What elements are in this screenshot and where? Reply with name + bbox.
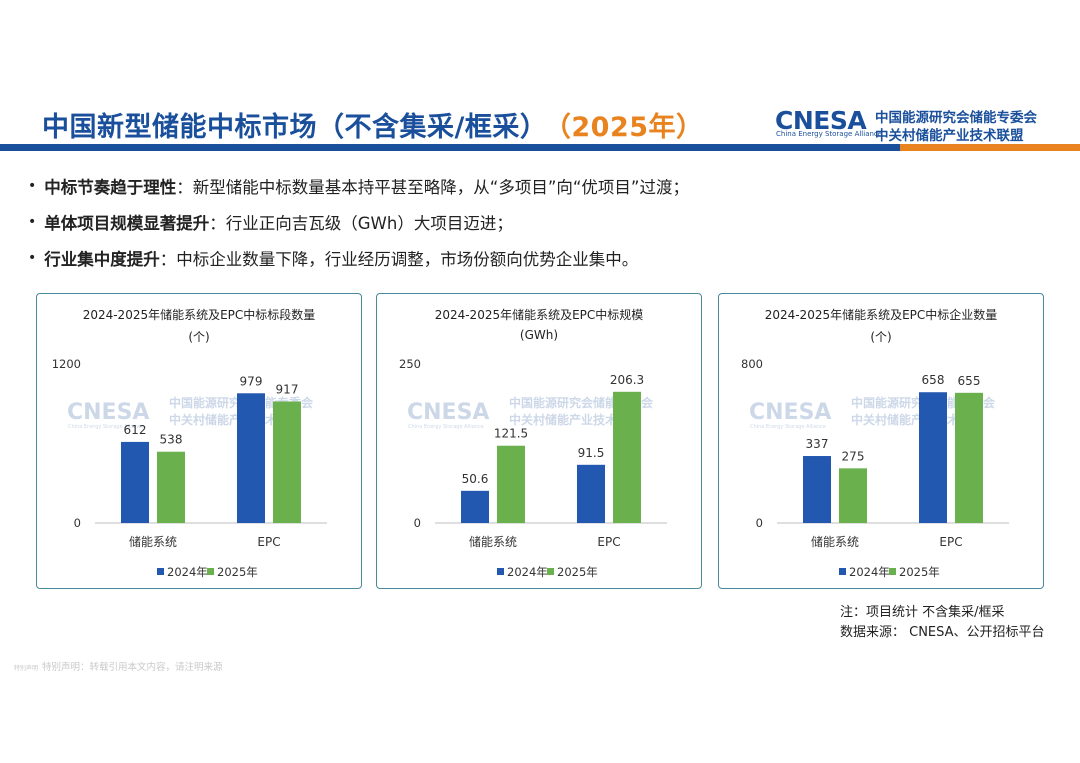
data-label: 917 [276, 382, 299, 396]
chart-unit: (个) [188, 330, 210, 344]
key-point: • 行业集中度提升 ：中标企业数量下降，行业经历调整，市场份额向优势企业集中。 [28, 240, 689, 276]
chart-title: 2024-2025年储能系统及EPC中标标段数量 [82, 308, 316, 322]
logo-org-line2: 中关村储能产业技术联盟 [875, 128, 1024, 144]
x-tick-label: 储能系统 [129, 534, 177, 549]
bar [121, 441, 149, 523]
legend-label: 2024年 [507, 565, 548, 579]
x-tick-label: EPC [939, 535, 962, 549]
legend-swatch [547, 568, 554, 575]
key-point-head: 单体项目规模显著提升 [44, 214, 210, 233]
data-label: 206.3 [610, 373, 644, 387]
bar [577, 464, 605, 523]
chart-panel-company-count: 2024-2025年储能系统及EPC中标企业数量 (个) CNESA China … [718, 293, 1044, 589]
disclaimer-text: 特别声明：转载引用本文内容，请注明来源 [42, 662, 223, 673]
chart-unit: (个) [870, 330, 892, 344]
bar [497, 445, 525, 523]
source-note: 注：项目统计 不含集采/框采 数据来源： CNESA、公开招标平台 [840, 603, 1045, 643]
bar [273, 401, 301, 523]
data-label: 979 [240, 374, 263, 388]
data-label: 655 [958, 374, 981, 388]
bar [461, 490, 489, 523]
bar [237, 393, 265, 523]
key-point: • 单体项目规模显著提升 ：行业正向吉瓦级（GWh）大项目迈进； [28, 204, 689, 240]
data-label: 275 [842, 449, 865, 463]
legend-swatch [497, 568, 504, 575]
chart-title: 2024-2025年储能系统及EPC中标企业数量 [764, 308, 998, 322]
chart-title: 2024-2025年储能系统及EPC中标规模 [434, 308, 644, 322]
bar [839, 468, 867, 523]
y-tick-label: 0 [74, 516, 81, 530]
legend-label: 2024年 [849, 565, 890, 579]
watermark-mark-sub: China Energy Storage Alliance [408, 424, 484, 430]
y-tick-label: 800 [741, 357, 763, 371]
data-label: 612 [124, 423, 147, 437]
watermark-mark: CNESA [749, 400, 831, 425]
y-tick-label: 250 [399, 357, 421, 371]
logo-mark-sub: China Energy Storage Alliance [776, 130, 883, 138]
legend-swatch [889, 568, 896, 575]
watermark-mark-sub: China Energy Storage Alliance [68, 424, 144, 430]
y-tick-label: 0 [414, 516, 421, 530]
x-tick-label: 储能系统 [469, 534, 517, 549]
chart-unit: (GWh) [519, 328, 559, 342]
x-tick-label: EPC [597, 535, 620, 549]
key-points: • 中标节奏趋于理性 ：新型储能中标数量基本持平甚至略降，从“多项目”向“优项目”过… [28, 168, 689, 276]
watermark-mark: CNESA [407, 400, 489, 425]
watermark-line2: 中关村储能产业技术联盟 [851, 412, 983, 427]
bullet-dot-icon: • [28, 214, 37, 230]
bar [613, 391, 641, 523]
title-year: （2025年） [557, 112, 704, 143]
legend-label: 2025年 [217, 565, 258, 579]
bar [157, 451, 185, 523]
key-point-text: ：行业正向吉瓦级（GWh）大项目迈进； [209, 214, 513, 233]
bullet-dot-icon: • [28, 250, 37, 266]
bar [803, 456, 831, 523]
x-tick-label: 储能系统 [811, 534, 859, 549]
source-line: 数据来源： CNESA、公开招标平台 [840, 625, 1045, 640]
note-line: 注：项目统计 不含集采/框采 [840, 605, 1005, 620]
data-label: 91.5 [578, 446, 605, 460]
y-tick-label: 1200 [52, 357, 81, 371]
legend-label: 2025年 [899, 565, 940, 579]
legend-label: 2024年 [167, 565, 208, 579]
header-divider-orange [900, 144, 1080, 151]
y-tick-label: 0 [756, 516, 763, 530]
header-divider-blue [0, 144, 900, 151]
data-label: 658 [922, 373, 945, 387]
watermark-line2: 中关村储能产业技术联盟 [509, 412, 641, 427]
key-point-head: 行业集中度提升 [44, 250, 160, 269]
bar [919, 392, 947, 523]
bullet-dot-icon: • [28, 178, 37, 194]
key-point-text: ：新型储能中标数量基本持平甚至略降，从“多项目”向“优项目”过渡； [176, 178, 689, 197]
key-point-head: 中标节奏趋于理性 [44, 178, 177, 197]
data-label: 50.6 [462, 472, 489, 486]
key-point: • 中标节奏趋于理性 ：新型储能中标数量基本持平甚至略降，从“多项目”向“优项目”过… [28, 168, 689, 204]
logo-mark: CNESA [775, 106, 867, 135]
cnesa-logo: CNESA China Energy Storage Alliance 中国能源… [775, 106, 1050, 144]
watermark-line2: 中关村储能产业技术联盟 [169, 412, 301, 427]
legend-swatch [157, 568, 164, 575]
watermark-mark: CNESA [67, 400, 149, 425]
key-point-text: ：中标企业数量下降，行业经历调整，市场份额向优势企业集中。 [159, 250, 639, 269]
legend-label: 2025年 [557, 565, 598, 579]
bar [955, 392, 983, 523]
page-title: 中国新型储能中标市场（不含集采/框采） （2025年） [42, 105, 704, 144]
chart-panel-bid-scale: 2024-2025年储能系统及EPC中标规模 (GWh) CNESA China … [376, 293, 702, 589]
disclaimer: 特别声明 特别声明：转载引用本文内容，请注明来源 [14, 659, 223, 673]
chart-panel-bid-count: 2024-2025年储能系统及EPC中标标段数量 (个) CNESA China … [36, 293, 362, 589]
watermark-mark-sub: China Energy Storage Alliance [750, 424, 826, 430]
legend-swatch [839, 568, 846, 575]
title-main: 中国新型储能中标市场（不含集采/框采） [42, 112, 548, 143]
legend-swatch [207, 568, 214, 575]
disclaimer-prefix: 特别声明 [14, 665, 39, 672]
data-label: 121.5 [494, 427, 528, 441]
data-label: 337 [806, 437, 829, 451]
data-label: 538 [160, 433, 183, 447]
logo-org-line1: 中国能源研究会储能专委会 [875, 110, 1037, 126]
x-tick-label: EPC [257, 535, 280, 549]
